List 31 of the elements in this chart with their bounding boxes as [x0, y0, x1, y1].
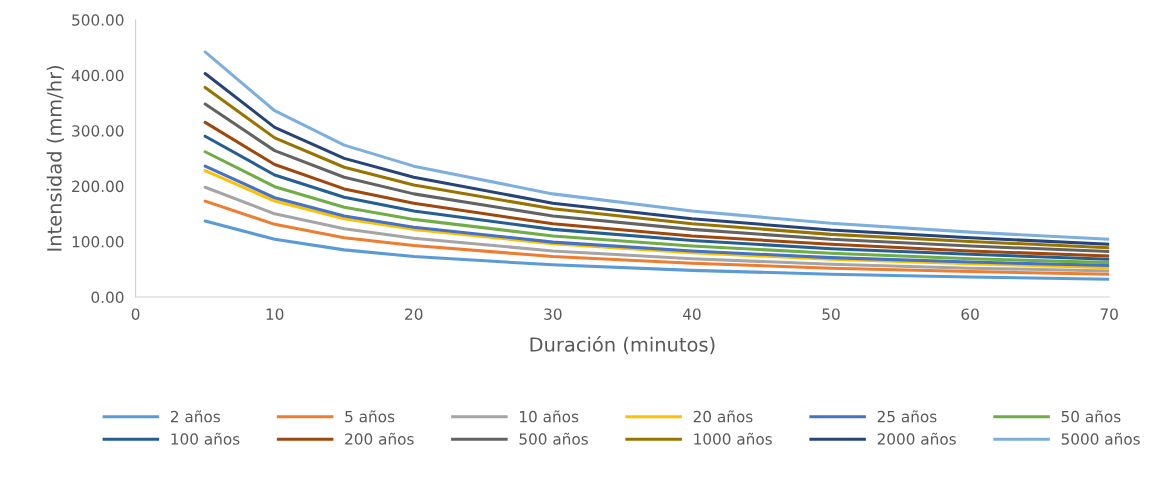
- y-tick-label: 100.00: [72, 236, 124, 248]
- legend-label: 5 años: [345, 410, 395, 423]
- x-tick-label: 70: [1100, 308, 1118, 320]
- line-series: [203, 199, 1110, 276]
- x-tick-label: 10: [266, 308, 284, 320]
- line-series: [203, 185, 1110, 273]
- x-tick-label: 50: [822, 308, 840, 320]
- legend-label: 10 años: [520, 410, 579, 423]
- legend-label: 100 años: [171, 432, 240, 445]
- legend-label: 500 años: [519, 432, 588, 445]
- x-tick-label: 0: [131, 308, 140, 320]
- legend-label: 1000 años: [694, 432, 772, 445]
- y-tick-label: 200.00: [72, 180, 124, 193]
- legend-label: 25 años: [877, 410, 937, 423]
- line-series: [203, 219, 1110, 281]
- x-tick-label: 30: [544, 308, 562, 320]
- y-tick-label: 400.00: [71, 69, 124, 82]
- legend-label: 5000 años: [1061, 432, 1140, 445]
- x-tick-label: 60: [961, 308, 979, 320]
- legend-label: 2000 años: [877, 432, 956, 445]
- x-tick-label: 20: [405, 308, 423, 320]
- y-tick-label: 500.00: [72, 14, 124, 26]
- y-axis-title: Intensidad (mm/hr): [46, 65, 64, 251]
- y-tick-label: 0.00: [91, 291, 124, 304]
- x-axis-title: Duración (minutos): [530, 336, 715, 355]
- legend-label: 50 años: [1061, 410, 1121, 423]
- legend-label: 2 años: [170, 410, 220, 423]
- legend-label: 200 años: [345, 432, 414, 445]
- x-tick-label: 40: [682, 308, 701, 320]
- y-tick-label: 300.00: [72, 125, 124, 137]
- legend-label: 20 años: [693, 410, 753, 423]
